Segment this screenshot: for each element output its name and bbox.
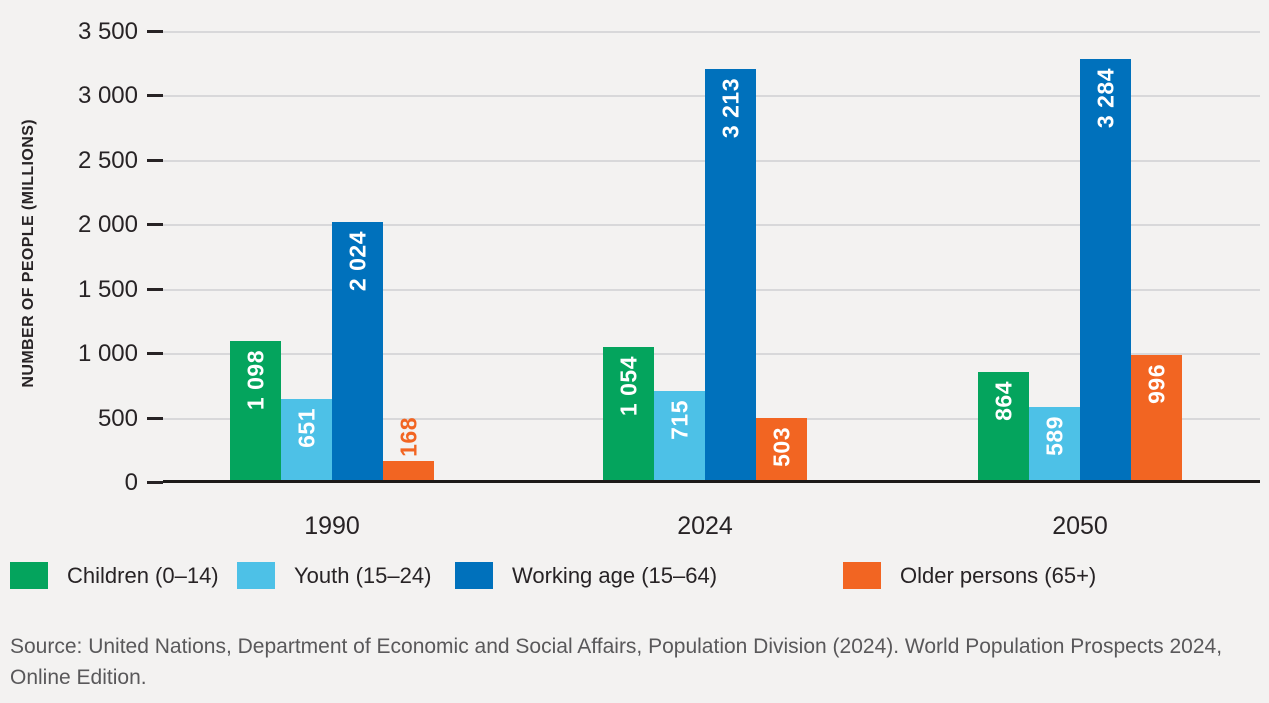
bar-value-label: 503	[768, 427, 794, 467]
legend-swatch	[843, 562, 881, 589]
plot-area: 1 098 651 2 024 168 1 054 715 3 213 503 864 589 3 …	[163, 0, 1260, 483]
bar-value-label: 864	[990, 380, 1016, 421]
legend-item: Children (0–14)	[10, 562, 219, 589]
y-tick-label: 0	[124, 469, 138, 496]
bar-value-label: 589	[1041, 416, 1067, 456]
bar-value-label: 651	[293, 408, 319, 448]
bar-value-label: 168	[395, 417, 421, 458]
y-tick-mark	[147, 416, 163, 420]
y-tick-label: 1 000	[77, 340, 138, 367]
bar: 168	[383, 417, 434, 483]
legend-item: Working age (15–64)	[455, 562, 717, 589]
bar-value-label: 996	[1143, 363, 1169, 404]
source-note: Source: United Nations, Department of Ec…	[10, 631, 1262, 693]
x-tick-label: 1990	[304, 512, 360, 540]
bar: 864	[978, 371, 1029, 483]
legend-swatch	[455, 562, 493, 589]
legend-item: Older persons (65+)	[843, 562, 1096, 589]
bar-value-label: 3 213	[717, 77, 743, 138]
y-axis: 0 500 1 000 1 500 2 000 2 500 3 000 3 500	[0, 0, 163, 496]
bar: 1 054	[603, 347, 654, 483]
legend-swatch	[10, 562, 48, 589]
bar: 651	[281, 399, 332, 483]
legend: Children (0–14) Youth (15–24) Working age …	[0, 562, 1269, 592]
y-tick-mark	[147, 94, 163, 97]
bar-value-label: 1 098	[242, 350, 268, 411]
x-tick-label: 2050	[1052, 512, 1108, 540]
y-tick-mark	[147, 223, 163, 226]
y-tick-label: 3 500	[77, 17, 138, 45]
bar-value-label: 1 054	[615, 356, 641, 417]
y-tick-mark	[147, 29, 163, 33]
y-tick-label: 1 500	[77, 275, 138, 303]
y-tick-mark	[147, 481, 163, 484]
x-tick-label: 2024	[677, 512, 733, 540]
gridline	[163, 30, 1260, 33]
y-tick-mark	[147, 287, 163, 291]
bar: 3 284	[1080, 59, 1131, 483]
bar: 2 024	[332, 221, 383, 483]
legend-swatch	[237, 562, 275, 589]
legend-label: Children (0–14)	[67, 563, 219, 588]
y-tick-mark	[147, 158, 163, 162]
legend-label: Older persons (65+)	[900, 563, 1097, 588]
bar: 503	[756, 418, 807, 483]
y-tick-label: 500	[97, 404, 138, 432]
x-axis-line	[163, 480, 1260, 483]
bar: 589	[1029, 407, 1080, 483]
y-tick-mark	[147, 352, 163, 355]
bar: 996	[1131, 354, 1182, 483]
y-tick-label: 3 000	[77, 82, 138, 109]
source-line-2: Online Edition.	[10, 666, 147, 689]
bar-value-label: 715	[666, 399, 692, 440]
bar: 3 213	[705, 68, 756, 483]
legend-item: Youth (15–24)	[237, 562, 431, 589]
bar: 1 098	[230, 341, 281, 483]
bar: 715	[654, 390, 705, 483]
legend-label: Working age (15–64)	[512, 563, 718, 588]
y-tick-label: 2 000	[77, 211, 138, 238]
y-tick-label: 2 500	[77, 146, 138, 174]
bar-value-label: 2 024	[344, 230, 370, 291]
bar-value-label: 3 284	[1092, 68, 1118, 129]
source-line-1: Source: United Nations, Department of Ec…	[10, 635, 1223, 658]
legend-label: Youth (15–24)	[294, 563, 432, 588]
